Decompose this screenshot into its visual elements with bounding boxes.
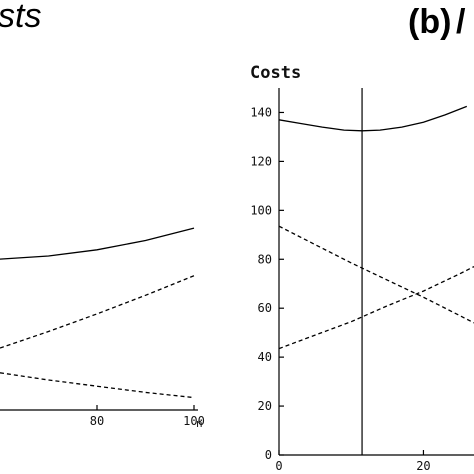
- panel-b-y-tick-label: 0: [265, 448, 272, 462]
- panel-a-title: sts: [0, 0, 41, 35]
- panel-a-x-axis-name: n: [196, 417, 203, 430]
- panel-b-label-fragment: /: [456, 3, 466, 41]
- panel-a: sts 80 100 n: [0, 0, 205, 430]
- panel-b-y-axis-label: Costs: [250, 63, 301, 83]
- panel-b-y-tick-label: 80: [258, 252, 272, 266]
- panel-b-series-2-dashed: [278, 225, 474, 324]
- panel-a-x-ticks: 80 100: [90, 405, 205, 428]
- panel-b-x-ticks: 0 20: [275, 450, 431, 473]
- panel-b-label: (b): [408, 3, 451, 41]
- panel-a-series-3-dashed: [0, 372, 195, 399]
- panel-a-series: [0, 227, 195, 399]
- panel-b-y-tick-label: 60: [258, 301, 272, 315]
- panel-b-series-3-dashed: [278, 266, 474, 350]
- panel-b-y-tick-label: 120: [250, 154, 272, 168]
- panel-b-y-ticks: 0 20 40 60 80 100 120 140: [250, 105, 284, 462]
- panel-a-series-2-dashed: [0, 275, 195, 349]
- panel-b-x-tick-label: 0: [275, 459, 282, 473]
- panel-b: (b) / Costs 0 20 40 60 80 100 120 140 0 20: [250, 3, 474, 473]
- panel-b-y-tick-label: 100: [250, 203, 272, 217]
- panel-b-series-1-solid: [278, 105, 468, 132]
- panel-b-x-tick-label: 20: [416, 459, 430, 473]
- panel-a-series-1-solid: [0, 227, 195, 260]
- panel-a-x-tick-label: 80: [90, 414, 104, 428]
- panel-b-series: [278, 105, 474, 350]
- panel-b-y-tick-label: 40: [258, 350, 272, 364]
- panel-b-y-tick-label: 140: [250, 105, 272, 119]
- panel-b-y-tick-label: 20: [258, 399, 272, 413]
- panel-a-x-tick-label: 100: [183, 414, 205, 428]
